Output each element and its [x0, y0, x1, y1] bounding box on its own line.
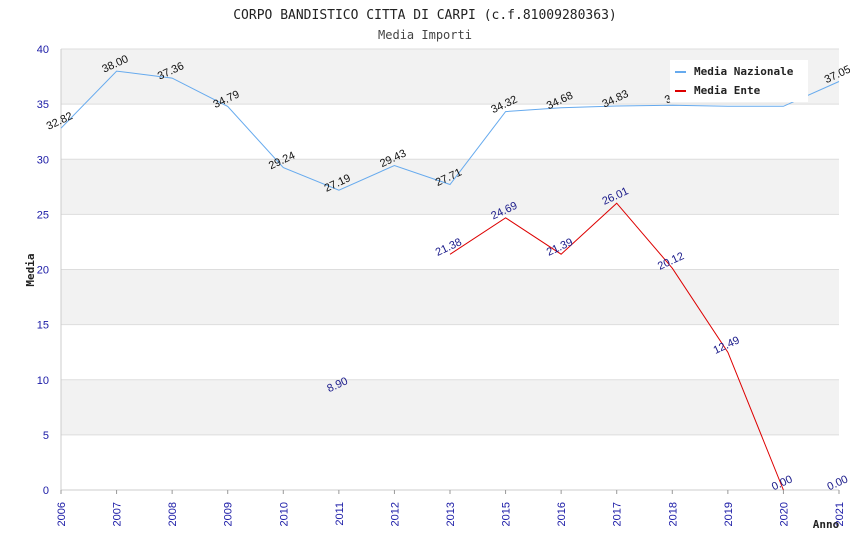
legend-label-media-nazionale: Media Nazionale [694, 65, 794, 78]
data-label-media-ente: 21.39 [545, 236, 575, 259]
x-tick-label: 2008 [167, 502, 179, 526]
x-tick-label: 2012 [389, 502, 401, 526]
x-tick-label: 2006 [56, 502, 68, 526]
y-tick-label: 15 [37, 320, 49, 332]
legend-label-media-ente: Media Ente [694, 84, 761, 97]
data-label-media-ente: 21.38 [434, 236, 464, 259]
x-tick-label: 2010 [278, 502, 290, 526]
x-tick-label: 2018 [667, 502, 679, 526]
x-tick-label: 2013 [445, 502, 457, 526]
y-tick-label: 5 [43, 430, 49, 442]
y-tick-label: 25 [37, 209, 49, 221]
x-tick-label: 2007 [112, 502, 124, 526]
grid-band [61, 159, 839, 215]
x-axis-title: Anno [813, 518, 840, 531]
legend: Media Nazionale Media Ente [670, 60, 808, 102]
data-label-media-nazionale: 32.82 [45, 110, 75, 133]
x-tick-label: 2016 [556, 502, 568, 526]
grid-band [61, 269, 839, 325]
y-tick-label: 30 [37, 154, 49, 166]
y-tick-label: 20 [37, 265, 49, 277]
y-tick-label: 40 [37, 44, 49, 56]
y-axis-title: Media [24, 253, 37, 286]
series-line-media-ente [449, 202, 784, 491]
grid-bands [61, 49, 839, 435]
data-label-media-ente: 12.49 [712, 334, 742, 357]
x-tick-label: 2019 [723, 502, 735, 526]
grid-band [61, 379, 839, 435]
series-lines [60, 70, 840, 491]
x-tick-label: 2009 [223, 502, 235, 526]
x-tick-label: 2015 [501, 502, 513, 526]
x-tick-label: 2011 [334, 502, 346, 526]
y-tick-label: 35 [37, 99, 49, 111]
chart-title: CORPO BANDISTICO CITTA DI CARPI (c.f.810… [233, 8, 617, 23]
x-tick-label: 2020 [778, 502, 790, 526]
axes: 0 5 10 15 20 25 30 35 40 2006 2007 2008 2009 2010 2011… [37, 44, 846, 526]
x-tick-label: 2021 [834, 502, 846, 526]
series-line-media-nazionale [60, 70, 840, 191]
legend-box [670, 60, 808, 102]
chart-subtitle: Media Importi [378, 28, 472, 42]
y-tick-label: 0 [43, 485, 49, 497]
x-tick-label: 2017 [612, 502, 624, 526]
y-tick-label: 10 [37, 375, 49, 387]
